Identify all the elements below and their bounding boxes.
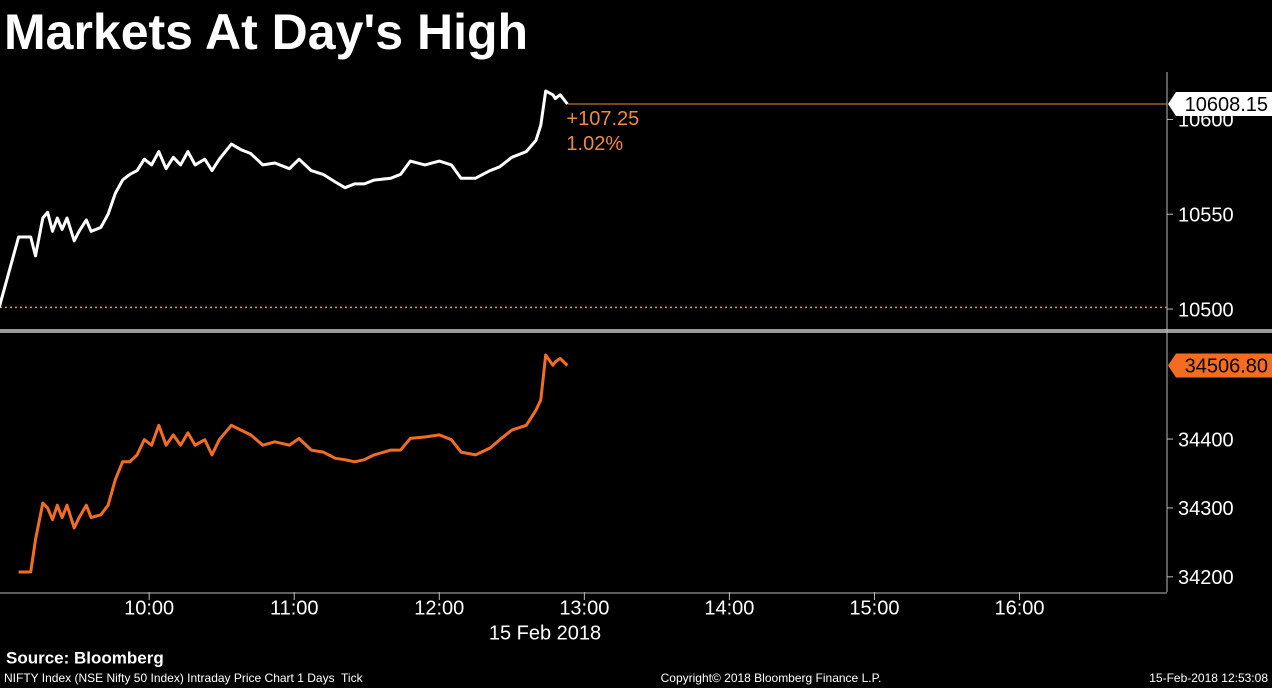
x-tick-label: 16:00 [994, 597, 1044, 619]
chart-title: Markets At Day's High [4, 4, 528, 60]
x-tick-label: 11:00 [270, 597, 319, 619]
y-tick-label: 34400 [1178, 429, 1234, 451]
x-tick-label: 14:00 [704, 597, 754, 619]
x-tick-label: 12:00 [414, 597, 464, 619]
y-tick-label: 10550 [1178, 205, 1234, 227]
x-tick-label: 10:00 [124, 597, 174, 619]
change-annotation: +107.25 [566, 108, 639, 130]
y-tick-label: 34300 [1178, 498, 1234, 520]
last-price-label: 10608.15 [1185, 94, 1268, 116]
description: NIFTY Index (NSE Nifty 50 Index) Intrada… [4, 671, 364, 685]
x-tick-label: 15:00 [849, 597, 899, 619]
last-price-box [1168, 91, 1272, 116]
timestamp: 15-Feb-2018 12:53:08 [1149, 671, 1268, 685]
last-price-box [1168, 353, 1272, 378]
source: Source: Bloomberg [6, 648, 164, 667]
y-tick-label: 10500 [1178, 299, 1234, 321]
x-axis-label: 15 Feb 2018 [489, 622, 601, 644]
copyright: Copyright© 2018 Bloomberg Finance L.P. [661, 671, 882, 685]
price-line [0, 89, 569, 308]
last-price-label: 34506.80 [1185, 356, 1268, 378]
x-tick-label: 13:00 [559, 597, 609, 619]
change-annotation: 1.02% [566, 133, 623, 155]
price-line [18, 353, 569, 574]
y-tick-label: 34200 [1178, 567, 1234, 589]
